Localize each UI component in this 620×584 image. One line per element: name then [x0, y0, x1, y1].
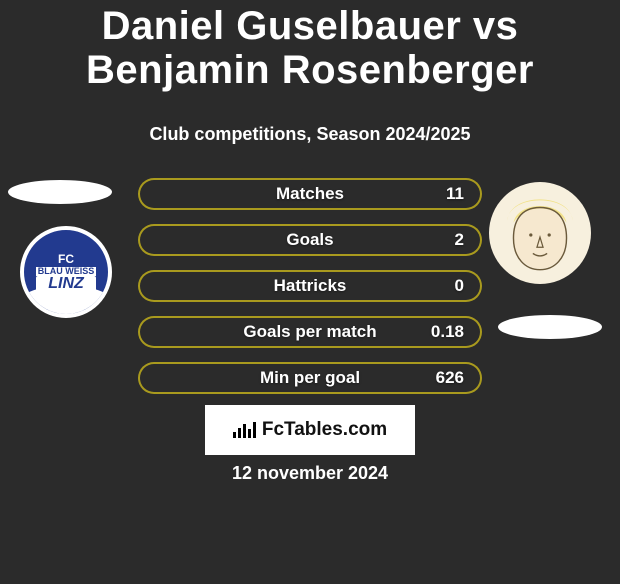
badge-line1: FC	[36, 253, 97, 265]
chart-bar	[253, 422, 256, 438]
player2-portrait	[489, 182, 591, 284]
player1-flag	[8, 180, 112, 204]
chart-bar	[233, 432, 236, 438]
chart-bar	[248, 429, 251, 438]
stat-value: 0	[455, 276, 464, 296]
fctables-branding: FcTables.com	[205, 405, 415, 455]
chart-bar	[243, 424, 246, 438]
infographic-date: 12 november 2024	[232, 463, 388, 484]
comparison-title: Daniel Guselbauer vs Benjamin Rosenberge…	[0, 4, 620, 92]
comparison-subtitle: Club competitions, Season 2024/2025	[0, 124, 620, 145]
stat-value: 0.18	[431, 322, 464, 342]
player1-club-badge: FC BLAU WEISS LINZ	[20, 226, 112, 318]
badge-text: FC BLAU WEISS LINZ	[36, 253, 97, 292]
stat-bar: Min per goal 626	[138, 362, 482, 394]
chart-bar	[238, 428, 241, 438]
stat-bar: Goals per match 0.18	[138, 316, 482, 348]
stat-bar: Matches 11	[138, 178, 482, 210]
player2-flag	[498, 315, 602, 339]
stat-value: 2	[455, 230, 464, 250]
stat-label: Hattricks	[274, 276, 347, 296]
stat-value: 626	[436, 368, 464, 388]
stat-bar: Goals 2	[138, 224, 482, 256]
stat-label: Goals	[286, 230, 333, 250]
stat-label: Min per goal	[260, 368, 360, 388]
portrait-icon	[489, 182, 591, 284]
badge-line3: LINZ	[36, 276, 97, 292]
stat-bar: Hattricks 0	[138, 270, 482, 302]
bar-chart-icon	[233, 422, 256, 438]
stat-label: Matches	[276, 184, 344, 204]
stats-panel: Matches 11 Goals 2 Hattricks 0 Goals per match…	[138, 178, 482, 394]
stat-label: Goals per match	[243, 322, 376, 342]
branding-text: FcTables.com	[262, 419, 387, 441]
stat-value: 11	[446, 184, 464, 204]
